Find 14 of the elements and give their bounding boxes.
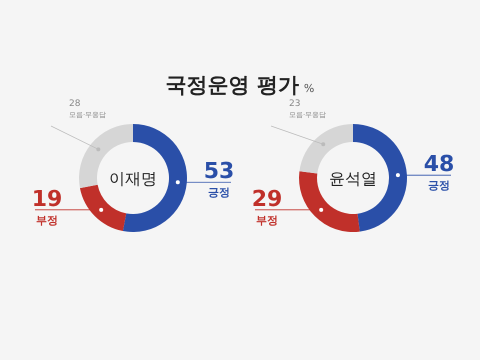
data-label: 48 <box>424 152 454 178</box>
text: 국정운영 평가 <box>166 73 299 97</box>
slice-label: 긍정 <box>428 179 450 192</box>
slice-label: 긍정 <box>208 186 230 200</box>
text: 이재명 <box>109 169 157 188</box>
data-label: 53 <box>204 159 234 184</box>
slice-label: 부정 <box>36 214 58 227</box>
data-label: 19 <box>32 186 62 212</box>
slice-label: 부정 <box>256 214 278 227</box>
data-label: 29 <box>252 186 282 212</box>
data-label: 23 <box>289 99 300 109</box>
text: % <box>304 82 314 95</box>
data-label: 28 <box>69 99 81 109</box>
text: 윤석열 <box>329 169 377 188</box>
